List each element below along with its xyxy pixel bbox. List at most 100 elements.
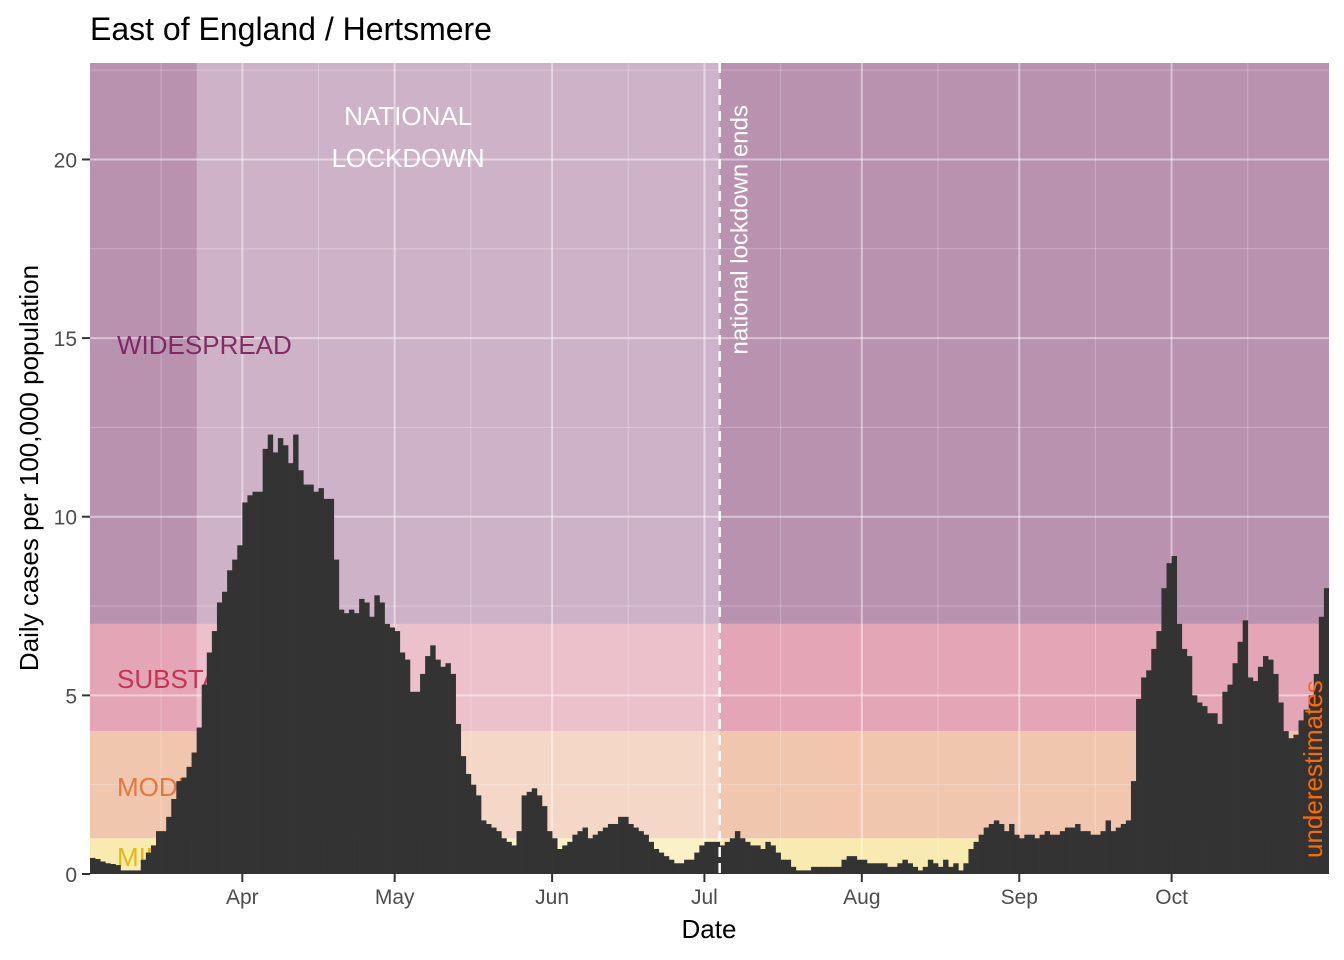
- bar: [958, 870, 964, 874]
- bar: [1257, 666, 1264, 874]
- bar: [1247, 677, 1254, 874]
- x-tick-label: Oct: [1155, 886, 1188, 909]
- bar: [816, 866, 822, 874]
- bar: [932, 863, 939, 874]
- bar: [166, 816, 172, 874]
- bar: [1262, 656, 1269, 874]
- bar: [856, 859, 863, 874]
- bar: [1161, 588, 1167, 874]
- bar: [282, 445, 289, 874]
- bar: [866, 863, 873, 874]
- bar: [1039, 834, 1045, 874]
- bar: [465, 773, 472, 874]
- bar: [211, 631, 218, 874]
- y-tick-label: 15: [54, 328, 77, 351]
- bar: [1014, 834, 1020, 874]
- bar: [963, 863, 969, 874]
- bar: [653, 848, 660, 874]
- bar: [414, 691, 421, 874]
- bar: [318, 488, 324, 874]
- bar: [1202, 706, 1208, 874]
- bar: [1293, 734, 1299, 874]
- bar: [475, 795, 482, 874]
- bar: [1207, 713, 1213, 874]
- bar: [765, 841, 771, 874]
- bar: [1217, 723, 1223, 874]
- bar: [734, 831, 741, 874]
- bar: [135, 870, 142, 874]
- bar: [1232, 663, 1238, 874]
- bar: [592, 834, 599, 874]
- bar: [1313, 673, 1320, 874]
- bar: [272, 452, 279, 874]
- bar: [277, 438, 284, 874]
- bar: [607, 823, 614, 874]
- bar: [1130, 781, 1137, 874]
- bar: [988, 823, 995, 874]
- bar: [1242, 620, 1249, 874]
- bar: [440, 666, 446, 874]
- bar: [1151, 648, 1157, 874]
- bar: [1024, 834, 1030, 874]
- bar: [115, 865, 121, 874]
- bar: [227, 570, 233, 874]
- bar: [1019, 838, 1025, 874]
- bar: [435, 659, 441, 874]
- bar: [389, 627, 396, 874]
- bar: [1288, 738, 1294, 874]
- bar: [1308, 695, 1315, 874]
- bar: [191, 752, 197, 874]
- bar: [811, 866, 817, 874]
- bar: [247, 495, 253, 874]
- bar: [206, 652, 213, 874]
- bar: [1237, 641, 1244, 874]
- chart-title: East of England / Hertsmere: [90, 11, 492, 47]
- bar: [354, 613, 360, 874]
- bar: [1029, 834, 1035, 874]
- bar: [1141, 677, 1147, 874]
- bar: [1318, 616, 1325, 874]
- bar: [156, 831, 162, 874]
- bar: [968, 848, 974, 874]
- bar: [1186, 656, 1193, 874]
- bar: [496, 831, 502, 874]
- x-tick-label: Jun: [535, 886, 569, 909]
- bar: [871, 863, 878, 874]
- bar: [1085, 831, 1091, 874]
- bar: [648, 841, 654, 874]
- bar: [902, 859, 908, 874]
- bar: [577, 831, 583, 874]
- bar: [1334, 438, 1339, 874]
- bar: [425, 656, 431, 874]
- bar: [90, 857, 96, 874]
- bar: [1181, 648, 1188, 874]
- bar: [892, 866, 898, 874]
- bar: [379, 602, 385, 874]
- bar: [775, 852, 781, 874]
- bar: [1049, 834, 1056, 874]
- bar: [409, 691, 416, 874]
- bar: [800, 870, 807, 874]
- bar: [927, 859, 934, 874]
- bar: [1166, 563, 1172, 874]
- bar: [1034, 838, 1040, 874]
- bar: [1064, 827, 1071, 874]
- bar: [917, 870, 924, 874]
- x-tick-label: Jul: [691, 886, 718, 909]
- bar: [303, 484, 309, 874]
- bar: [1044, 831, 1051, 874]
- bar: [1105, 820, 1111, 874]
- bar: [841, 859, 847, 874]
- lockdown-label-line: LOCKDOWN: [332, 143, 485, 173]
- bar: [171, 798, 177, 874]
- bar: [1110, 831, 1117, 874]
- bar: [501, 838, 507, 874]
- x-tick-label: Aug: [843, 886, 880, 909]
- bar: [1227, 684, 1233, 874]
- bar: [1329, 513, 1334, 874]
- bar: [511, 845, 517, 874]
- bar: [877, 863, 883, 874]
- bar: [628, 823, 634, 874]
- y-tick-label: 5: [65, 685, 77, 708]
- bar: [795, 870, 802, 874]
